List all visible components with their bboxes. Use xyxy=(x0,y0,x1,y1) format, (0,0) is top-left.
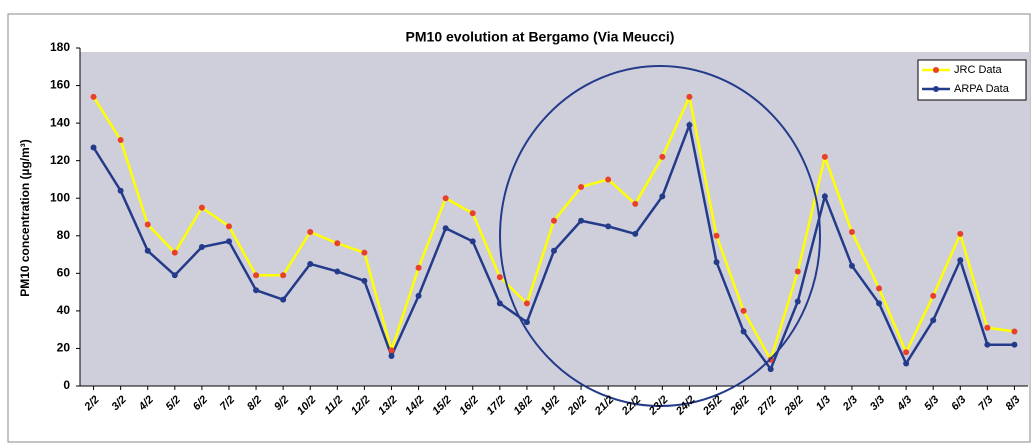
y-tick-label: 0 xyxy=(63,378,70,392)
data-point xyxy=(442,195,449,202)
marks xyxy=(76,47,1028,390)
data-point xyxy=(686,121,693,128)
data-point xyxy=(144,247,151,254)
y-tick-label: 140 xyxy=(50,115,70,129)
data-point xyxy=(1011,328,1018,335)
data-point xyxy=(523,319,530,326)
data-point xyxy=(334,240,341,247)
data-point xyxy=(984,324,991,331)
data-point xyxy=(821,153,828,160)
data-point xyxy=(334,268,341,275)
legend-marker xyxy=(933,86,939,92)
legend-box xyxy=(917,59,1027,101)
data-point xyxy=(90,93,97,100)
data-point xyxy=(957,257,964,264)
data-point xyxy=(253,272,260,279)
data-point xyxy=(442,225,449,232)
y-tick-label: 100 xyxy=(50,190,70,204)
y-axis-label: PM10 concentration (µg/m³) xyxy=(18,139,32,297)
data-point xyxy=(90,144,97,151)
data-point xyxy=(496,300,503,307)
data-point xyxy=(415,292,422,299)
legend-label: ARPA Data xyxy=(954,83,1010,95)
data-point xyxy=(794,268,801,275)
data-point xyxy=(225,223,232,230)
data-point xyxy=(930,292,937,299)
data-point xyxy=(469,238,476,245)
data-point xyxy=(551,217,557,224)
data-point xyxy=(686,93,693,100)
data-point xyxy=(307,260,314,267)
data-point xyxy=(984,341,991,348)
data-point xyxy=(957,230,964,237)
legend-label: JRC Data xyxy=(954,64,1003,76)
data-point xyxy=(876,300,883,307)
data-point xyxy=(740,328,747,335)
data-point xyxy=(903,360,910,367)
data-point xyxy=(632,230,639,237)
data-point xyxy=(632,200,639,207)
data-point xyxy=(821,193,828,200)
y-tick-label: 60 xyxy=(57,266,71,280)
chart-title: PM10 evolution at Bergamo (Via Meucci) xyxy=(406,29,675,45)
data-point xyxy=(848,229,855,236)
legend: JRC Data ARPA Data xyxy=(917,59,1027,101)
y-tick-label: 20 xyxy=(57,341,71,355)
data-point xyxy=(388,347,395,354)
data-point xyxy=(605,223,612,230)
y-tick-label: 180 xyxy=(50,40,70,54)
data-point xyxy=(551,247,557,254)
data-point xyxy=(171,272,178,279)
highlight-circle xyxy=(499,65,821,407)
data-point xyxy=(767,366,774,373)
data-point xyxy=(523,300,530,307)
data-point xyxy=(578,183,585,190)
data-point xyxy=(659,193,666,200)
data-point xyxy=(361,277,368,284)
data-point xyxy=(280,272,287,279)
data-point xyxy=(144,221,151,228)
y-tick-label: 80 xyxy=(57,228,71,242)
data-point xyxy=(713,232,720,239)
data-point xyxy=(253,287,260,294)
data-point xyxy=(930,317,937,324)
data-point xyxy=(496,274,503,281)
data-point xyxy=(740,307,747,314)
data-point xyxy=(415,264,422,271)
data-point xyxy=(117,137,124,144)
data-point xyxy=(659,153,666,160)
data-point xyxy=(361,249,368,256)
data-point xyxy=(198,244,205,251)
data-point xyxy=(848,262,855,269)
y-tick-label: 160 xyxy=(50,78,70,92)
y-tick-label: 40 xyxy=(57,303,71,317)
data-point xyxy=(225,238,232,245)
data-point xyxy=(1011,341,1018,348)
data-point xyxy=(171,249,178,256)
data-point xyxy=(713,259,720,266)
data-point xyxy=(876,285,883,292)
data-point xyxy=(198,204,205,211)
data-point xyxy=(469,210,476,217)
legend-marker xyxy=(933,67,939,73)
data-point xyxy=(307,229,314,236)
data-point xyxy=(280,296,287,303)
y-tick-label: 120 xyxy=(50,153,70,167)
data-point xyxy=(388,352,395,359)
data-point xyxy=(903,349,910,356)
data-point xyxy=(605,176,612,183)
data-point xyxy=(117,187,124,194)
data-point xyxy=(578,217,585,224)
data-point xyxy=(794,298,801,305)
